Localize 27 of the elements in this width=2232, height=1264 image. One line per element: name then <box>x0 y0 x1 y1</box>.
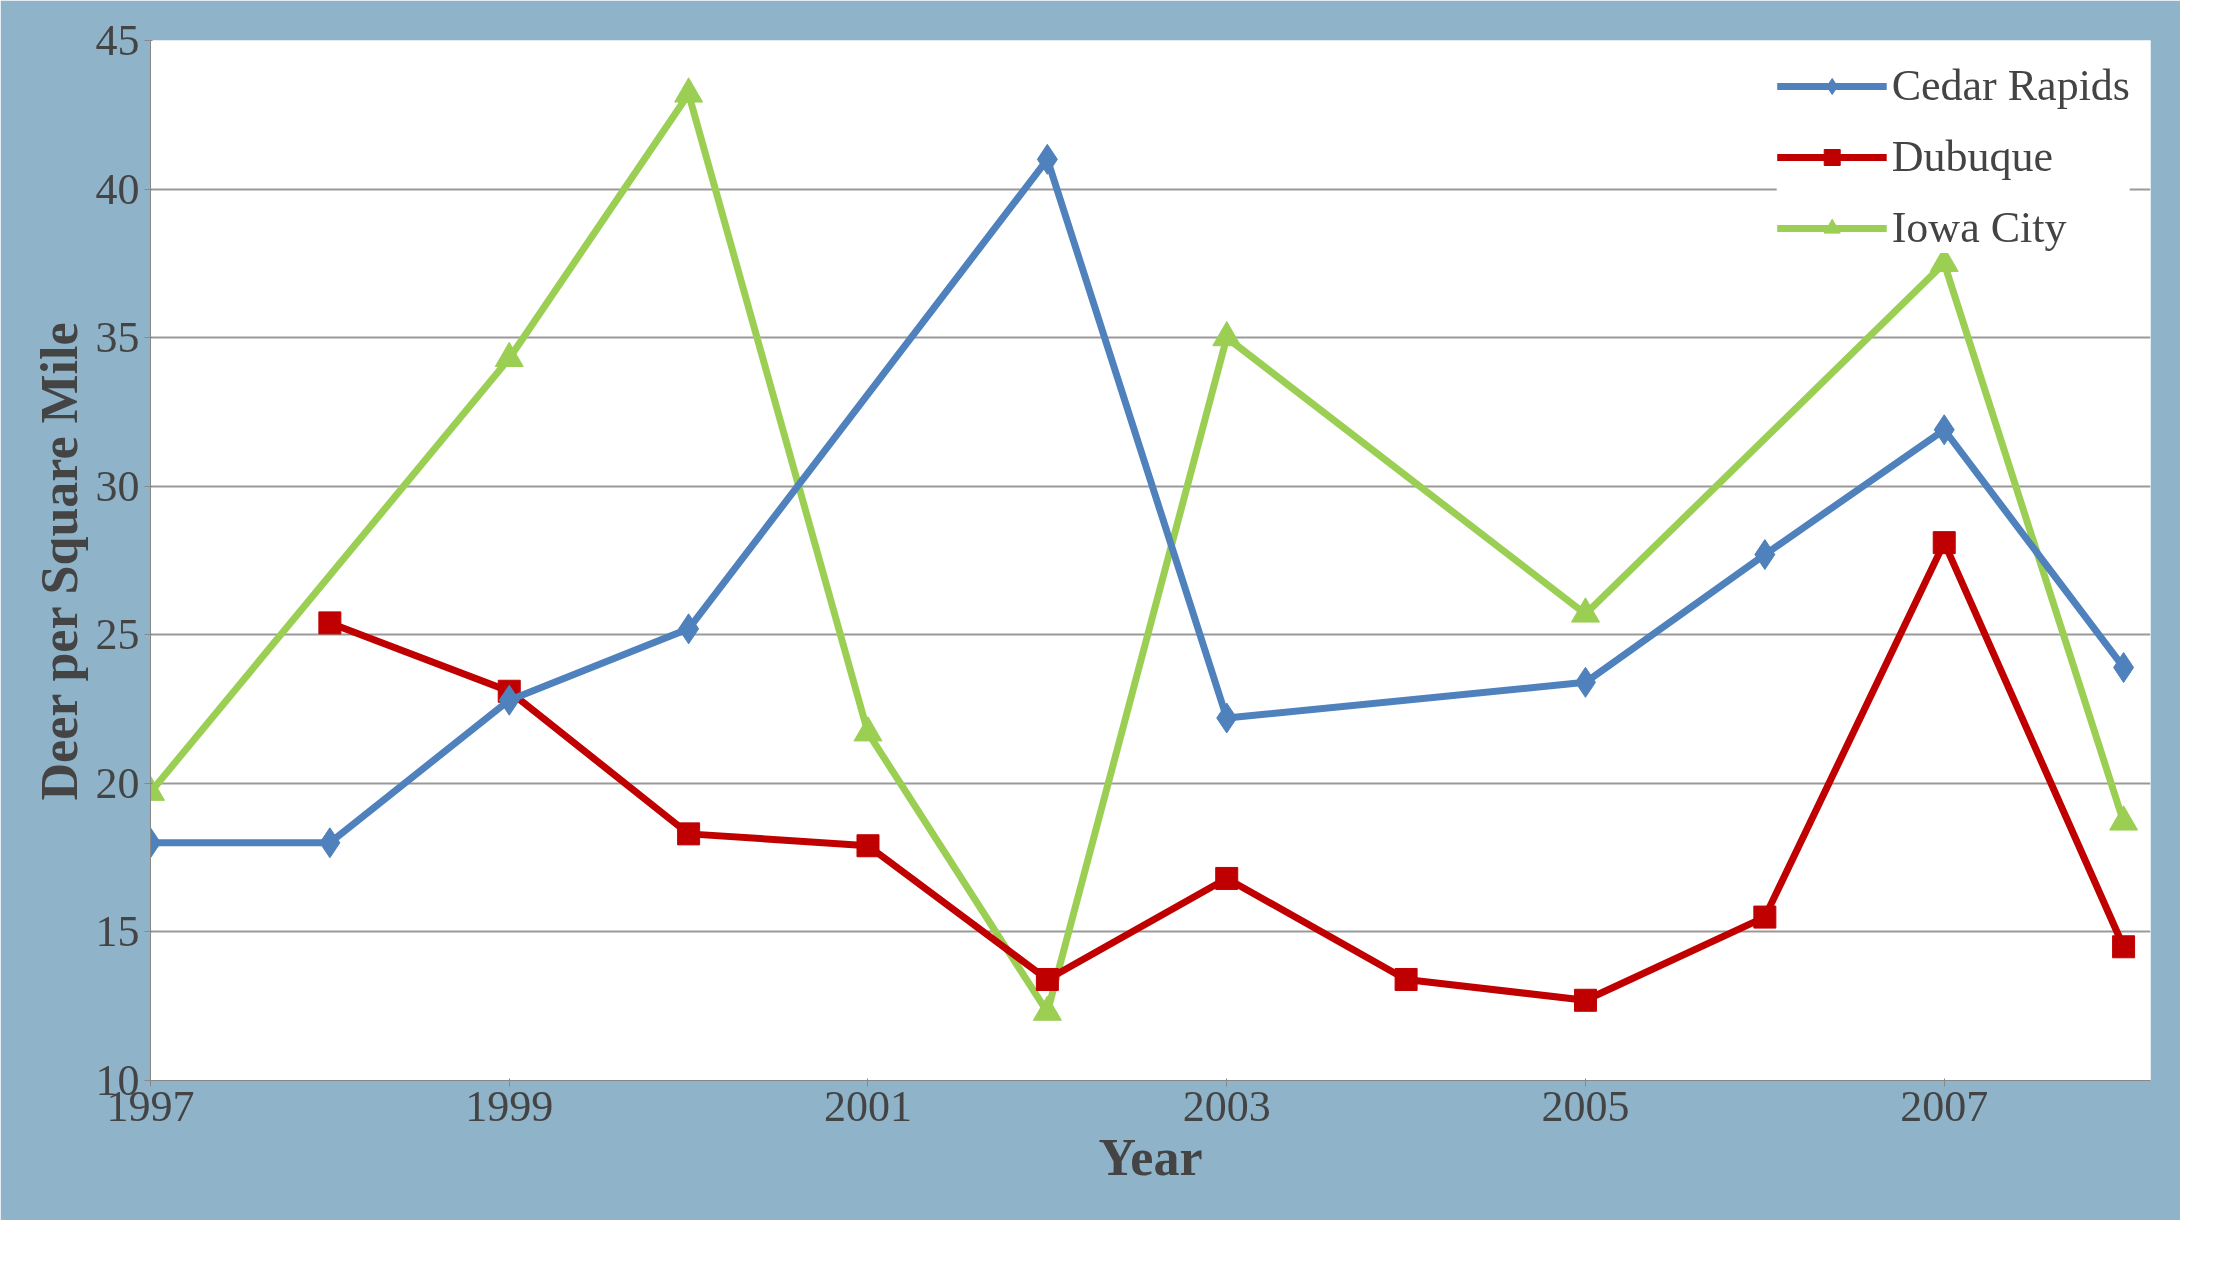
legend-label: Dubuque <box>1891 131 2054 182</box>
x-tick-label: 2001 <box>823 1081 912 1131</box>
x-tick-label: 2005 <box>1541 1081 1630 1131</box>
x-tick-label: 2007 <box>1900 1081 1989 1131</box>
y-tick-label: 45 <box>95 16 140 65</box>
x-axis-title: Year <box>1098 1128 1203 1186</box>
legend-label: Iowa City <box>1891 202 2067 253</box>
y-axis-title: Deer per Square Mile <box>30 322 88 801</box>
x-tick-label: 1999 <box>465 1081 554 1131</box>
x-tick-label: 2003 <box>1182 1081 1271 1131</box>
point <box>318 611 342 635</box>
y-tick-label: 20 <box>95 758 140 808</box>
point <box>677 822 701 846</box>
y-tick-label: 25 <box>95 610 140 660</box>
point <box>1573 988 1597 1012</box>
y-tick-label: 40 <box>95 164 140 214</box>
y-tick-label: 30 <box>95 461 140 511</box>
point <box>1215 866 1239 890</box>
point <box>2112 935 2136 959</box>
point <box>1394 967 1418 991</box>
point <box>856 834 880 858</box>
y-tick-label: 35 <box>95 313 140 363</box>
point <box>1753 905 1777 929</box>
point <box>1035 967 1059 991</box>
y-tick-label: 15 <box>95 907 140 957</box>
point <box>1932 531 1956 555</box>
legend-label: Cedar Rapids <box>1891 60 2130 111</box>
